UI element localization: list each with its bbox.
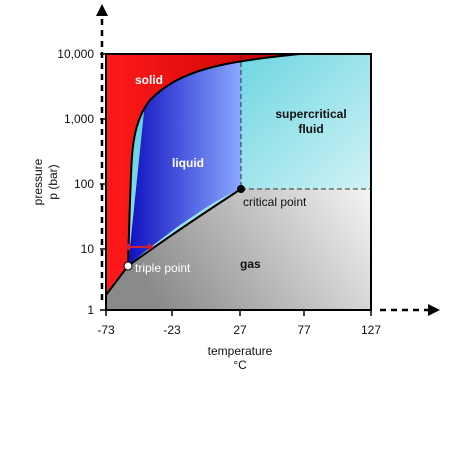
y-label: pressure [31, 158, 45, 205]
vaporization-curve [127, 188, 242, 267]
region-label: liquid [172, 156, 204, 170]
arrowhead [124, 243, 154, 251]
x-tick-label: 127 [361, 323, 381, 337]
y-tick-label: 1,000 [64, 112, 94, 126]
gas-region [106, 189, 371, 310]
x-label: °C [233, 358, 247, 372]
y-tick-label: 1 [87, 303, 94, 317]
y-label: p (bar) [46, 164, 60, 199]
arrowhead [428, 304, 440, 316]
liquid-region [128, 54, 241, 266]
arrowhead [96, 4, 108, 16]
plot-border [105, 53, 372, 311]
critical-label: critical point [243, 195, 307, 209]
y-tick-label: 10 [81, 242, 95, 256]
x-tick-label: 27 [233, 323, 247, 337]
critical-point [237, 185, 245, 193]
solid-region [106, 54, 300, 295]
x-tick-label: -73 [97, 323, 115, 337]
region-label: fluid [298, 122, 323, 136]
y-tick-label: 10,000 [57, 47, 94, 61]
region-label: gas [240, 257, 261, 271]
region-label: supercritical [275, 107, 346, 121]
x-label: temperature [208, 344, 273, 358]
triple-label: triple point [135, 261, 191, 275]
y-tick-label: 100 [74, 177, 94, 191]
region-label: solid [135, 73, 163, 87]
x-tick-label: -23 [163, 323, 181, 337]
triple-point [123, 261, 133, 271]
x-tick-label: 77 [297, 323, 311, 337]
phase-boundary [105, 53, 301, 296]
